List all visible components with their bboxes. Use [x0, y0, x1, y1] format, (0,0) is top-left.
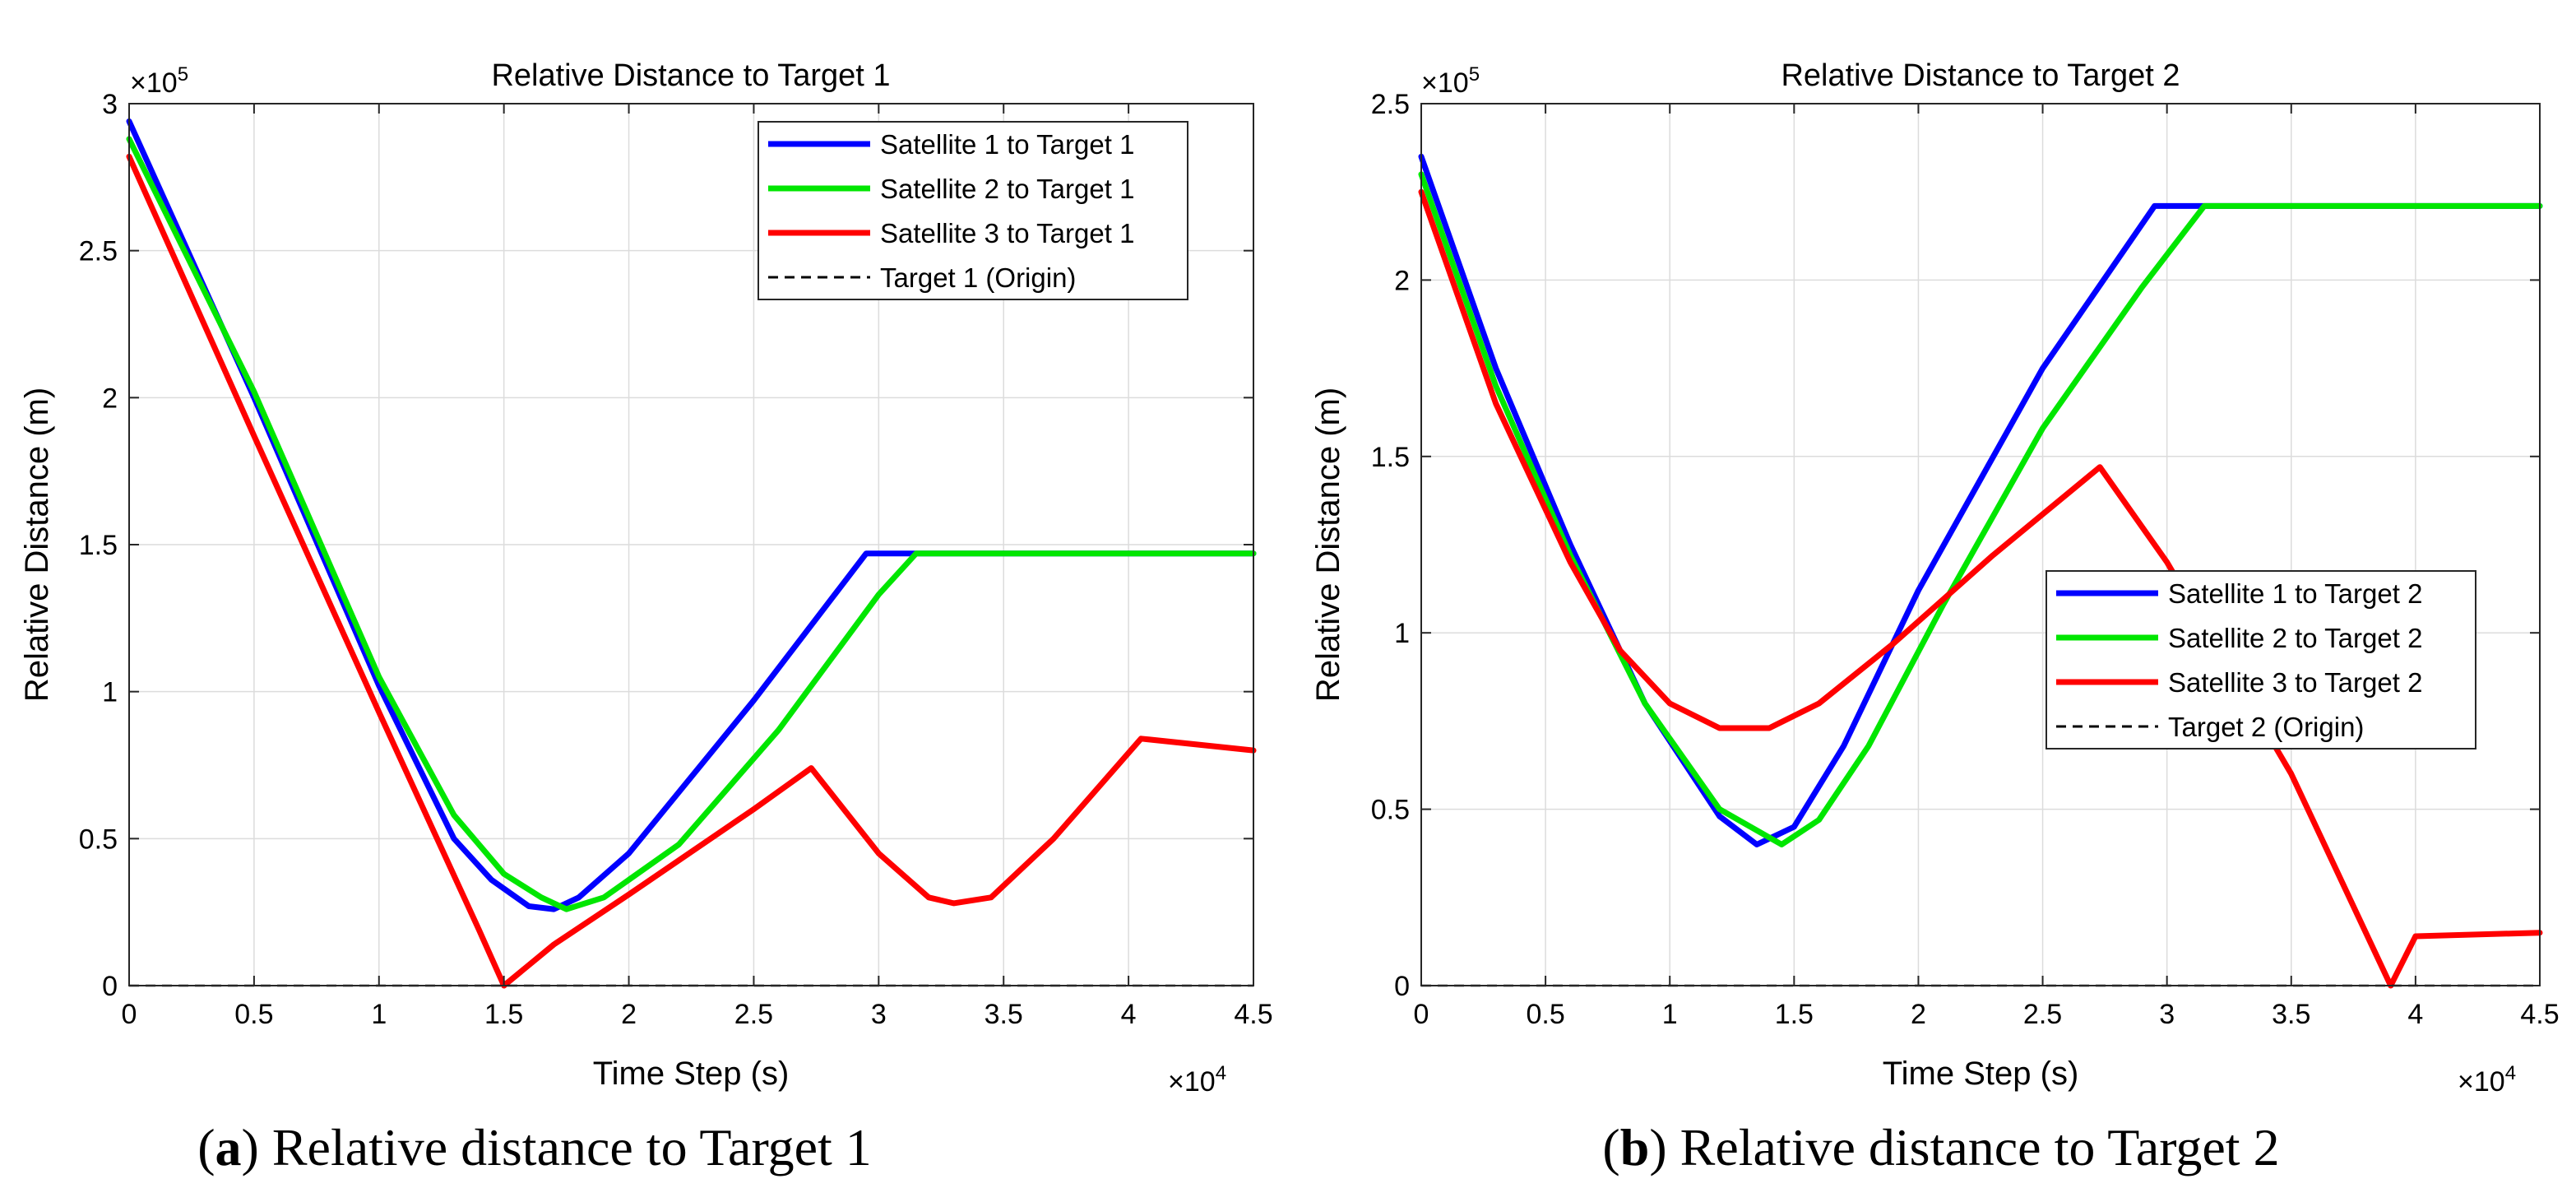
- ticks-a: 0 0.5 1 1.5 2 2.5 3 3.5 4 4.5 0 0.5 1 1.5 2 2.5 3: [79, 89, 1273, 1030]
- x-tick-label: 1: [371, 999, 387, 1030]
- x-axis-label-a: Time Step (s): [593, 1056, 790, 1092]
- x-tick-label: 4: [1121, 999, 1137, 1030]
- plot-frame-b: [1420, 103, 2541, 986]
- x-tick-label: 2.5: [734, 999, 773, 1030]
- x-tick-label: 0: [122, 999, 137, 1030]
- legend-a: Satellite 1 to Target 1 Satellite 2 to Ta…: [758, 121, 1188, 300]
- y-tick-label: 1.5: [79, 530, 118, 561]
- series-line-1: [1418, 153, 2543, 847]
- legend-label-3: Satellite 3 to Target 2: [2168, 667, 2422, 698]
- ticks-b: 0 0.5 1 1.5 2 2.5 3 3.5 4 4.5 0 0.5 1 1.5 2 2.5: [1371, 89, 2560, 1030]
- legend-label-4: Target 1 (Origin): [880, 262, 1076, 293]
- x-axis-label-b: Time Step (s): [1883, 1056, 2079, 1092]
- plot-area-b: [1421, 104, 2540, 986]
- x-tick-label: 1: [1662, 999, 1678, 1030]
- x-tick-label: 3: [871, 999, 887, 1030]
- series-line-3: [1418, 188, 2543, 989]
- x-tick-label: 3.5: [985, 999, 1023, 1030]
- x-multiplier-b-base: ×10: [2458, 1066, 2505, 1098]
- series-line-2: [1418, 171, 2543, 847]
- x-tick-label: 2: [621, 999, 637, 1030]
- y-axis-label-a: Relative Distance (m): [19, 388, 55, 702]
- caption-a: (a) Relative distance to Target 1: [197, 1118, 872, 1176]
- x-tick-label: 3: [2159, 999, 2175, 1030]
- panel-a: 0 0.5 1 1.5 2 2.5 3 3.5 4 4.5 0 0.5 1 1.5 2 2.5 3 Relati…: [19, 58, 1273, 1176]
- x-tick-label: 2: [1911, 999, 1926, 1030]
- y-multiplier-b-base: ×10: [1421, 67, 1469, 99]
- y-multiplier-a-base: ×10: [130, 67, 178, 99]
- series-line-2: [126, 136, 1257, 912]
- y-multiplier-a-exp: 5: [178, 63, 188, 86]
- x-multiplier-a-base: ×10: [1168, 1066, 1216, 1098]
- x-multiplier-b: ×104: [2458, 1062, 2516, 1098]
- x-tick-label: 0.5: [1526, 999, 1564, 1030]
- legend-box: [2046, 570, 2476, 750]
- legend-label-4: Target 2 (Origin): [2168, 712, 2364, 742]
- y-tick-label: 0.5: [79, 824, 118, 855]
- y-multiplier-a: ×105: [130, 63, 188, 99]
- y-tick-label: 3: [102, 89, 118, 120]
- y-axis-label-b: Relative Distance (m): [1310, 388, 1346, 702]
- legend-label-1: Satellite 1 to Target 2: [2168, 578, 2422, 609]
- x-tick-label: 4.5: [2520, 999, 2559, 1030]
- x-tick-label: 2.5: [2023, 999, 2062, 1030]
- caption-b-prefix: b: [1620, 1118, 1650, 1176]
- caption-b-text: Relative distance to Target 2: [1680, 1118, 2280, 1176]
- legend-box: [758, 121, 1188, 300]
- series-lines-b: [1418, 153, 2543, 989]
- legend-b: Satellite 1 to Target 2 Satellite 2 to Ta…: [2046, 570, 2476, 750]
- series-line-3: [126, 153, 1257, 989]
- x-tick-label: 0: [1414, 999, 1429, 1030]
- x-tick-label: 4: [2407, 999, 2423, 1030]
- y-tick-label: 0.5: [1371, 795, 1410, 826]
- panel-b: 0 0.5 1 1.5 2 2.5 3 3.5 4 4.5 0 0.5 1 1.5 2 2.5 Relativ…: [1310, 58, 2560, 1176]
- y-tick-label: 0: [102, 971, 118, 1002]
- legend-label-2: Satellite 2 to Target 2: [2168, 623, 2422, 653]
- x-multiplier-a-exp: 4: [1216, 1062, 1226, 1084]
- y-tick-label: 2: [1394, 265, 1410, 296]
- x-tick-label: 1.5: [484, 999, 523, 1030]
- series-line-1: [126, 118, 1257, 912]
- y-multiplier-b: ×105: [1421, 63, 1480, 99]
- y-tick-label: 1: [102, 677, 118, 708]
- x-tick-label: 3.5: [2272, 999, 2310, 1030]
- legend-label-1: Satellite 1 to Target 1: [880, 129, 1134, 160]
- caption-a-text: Relative distance to Target 1: [272, 1118, 872, 1176]
- x-tick-label: 0.5: [234, 999, 273, 1030]
- legend-label-2: Satellite 2 to Target 1: [880, 174, 1134, 204]
- caption-b: (b) Relative distance to Target 2: [1602, 1118, 2279, 1176]
- y-tick-label: 1: [1394, 618, 1410, 649]
- y-tick-label: 2.5: [1371, 89, 1410, 120]
- legend-label-3: Satellite 3 to Target 1: [880, 218, 1134, 248]
- y-tick-label: 0: [1394, 971, 1410, 1002]
- x-tick-label: 1.5: [1775, 999, 1814, 1030]
- y-tick-label: 1.5: [1371, 442, 1410, 473]
- x-tick-label: 4.5: [1234, 999, 1272, 1030]
- y-multiplier-b-exp: 5: [1469, 63, 1480, 86]
- y-tick-label: 2.5: [79, 236, 118, 267]
- y-tick-label: 2: [102, 383, 118, 414]
- x-multiplier-a: ×104: [1168, 1062, 1226, 1098]
- x-multiplier-b-exp: 4: [2505, 1062, 2516, 1084]
- caption-a-prefix: a: [215, 1118, 242, 1176]
- chart-title-b: Relative Distance to Target 2: [1781, 58, 2180, 93]
- chart-title-a: Relative Distance to Target 1: [491, 58, 890, 93]
